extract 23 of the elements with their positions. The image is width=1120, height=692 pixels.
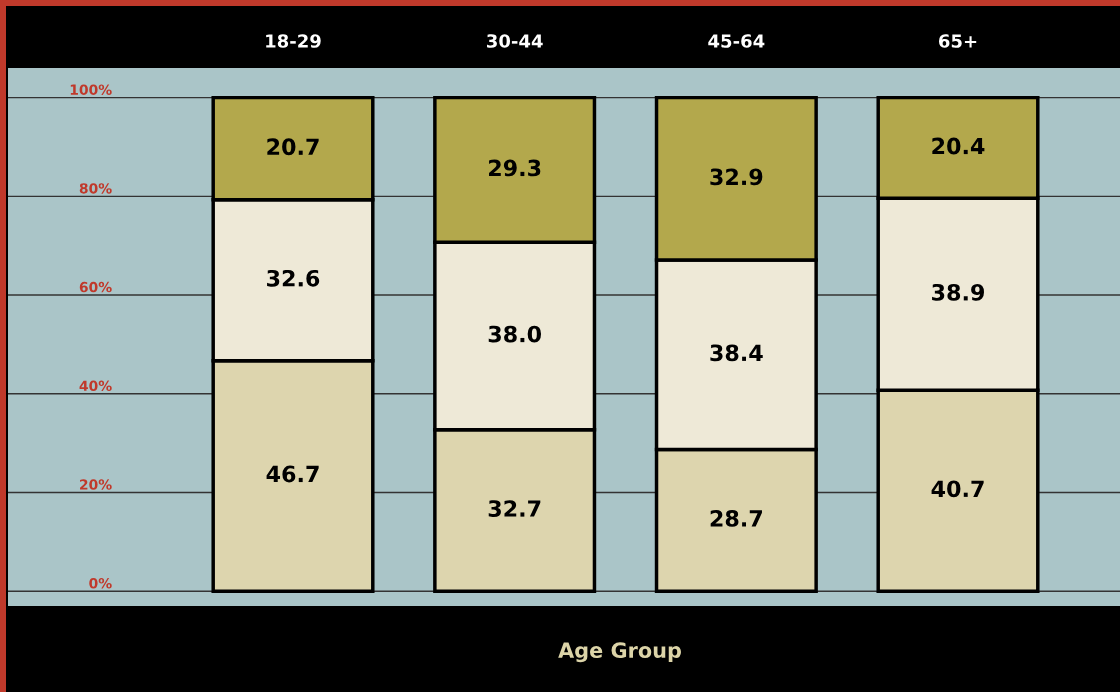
data-label: 38.9 xyxy=(932,283,984,301)
y-tick-label: 40% xyxy=(79,380,112,392)
data-label: 20.4 xyxy=(932,137,985,155)
data-label: 32.6 xyxy=(267,269,320,287)
data-label: 28.7 xyxy=(710,510,762,527)
data-label: 38.4 xyxy=(710,344,763,362)
data-label: 20.7 xyxy=(267,138,319,156)
x-axis-title: Age Group xyxy=(558,642,681,663)
y-tick-label: 20% xyxy=(80,479,112,490)
data-label: 32.7 xyxy=(488,500,541,517)
x-tick-label: 30-44 xyxy=(487,34,543,48)
y-tick-label: 0% xyxy=(89,578,112,589)
data-label: 40.7 xyxy=(931,480,984,498)
y-tick-label: 60% xyxy=(79,281,112,293)
y-tick-label: 80% xyxy=(79,183,112,194)
x-tick-label: 18-29 xyxy=(266,34,321,48)
data-label: 38.0 xyxy=(488,325,542,343)
data-label: 46.7 xyxy=(266,465,319,483)
data-label: 32.9 xyxy=(710,168,763,186)
y-tick-label: 100% xyxy=(70,84,112,95)
x-tick-label: 65+ xyxy=(938,34,977,48)
data-label: 29.3 xyxy=(489,159,541,177)
x-tick-label: 45-64 xyxy=(708,34,765,48)
